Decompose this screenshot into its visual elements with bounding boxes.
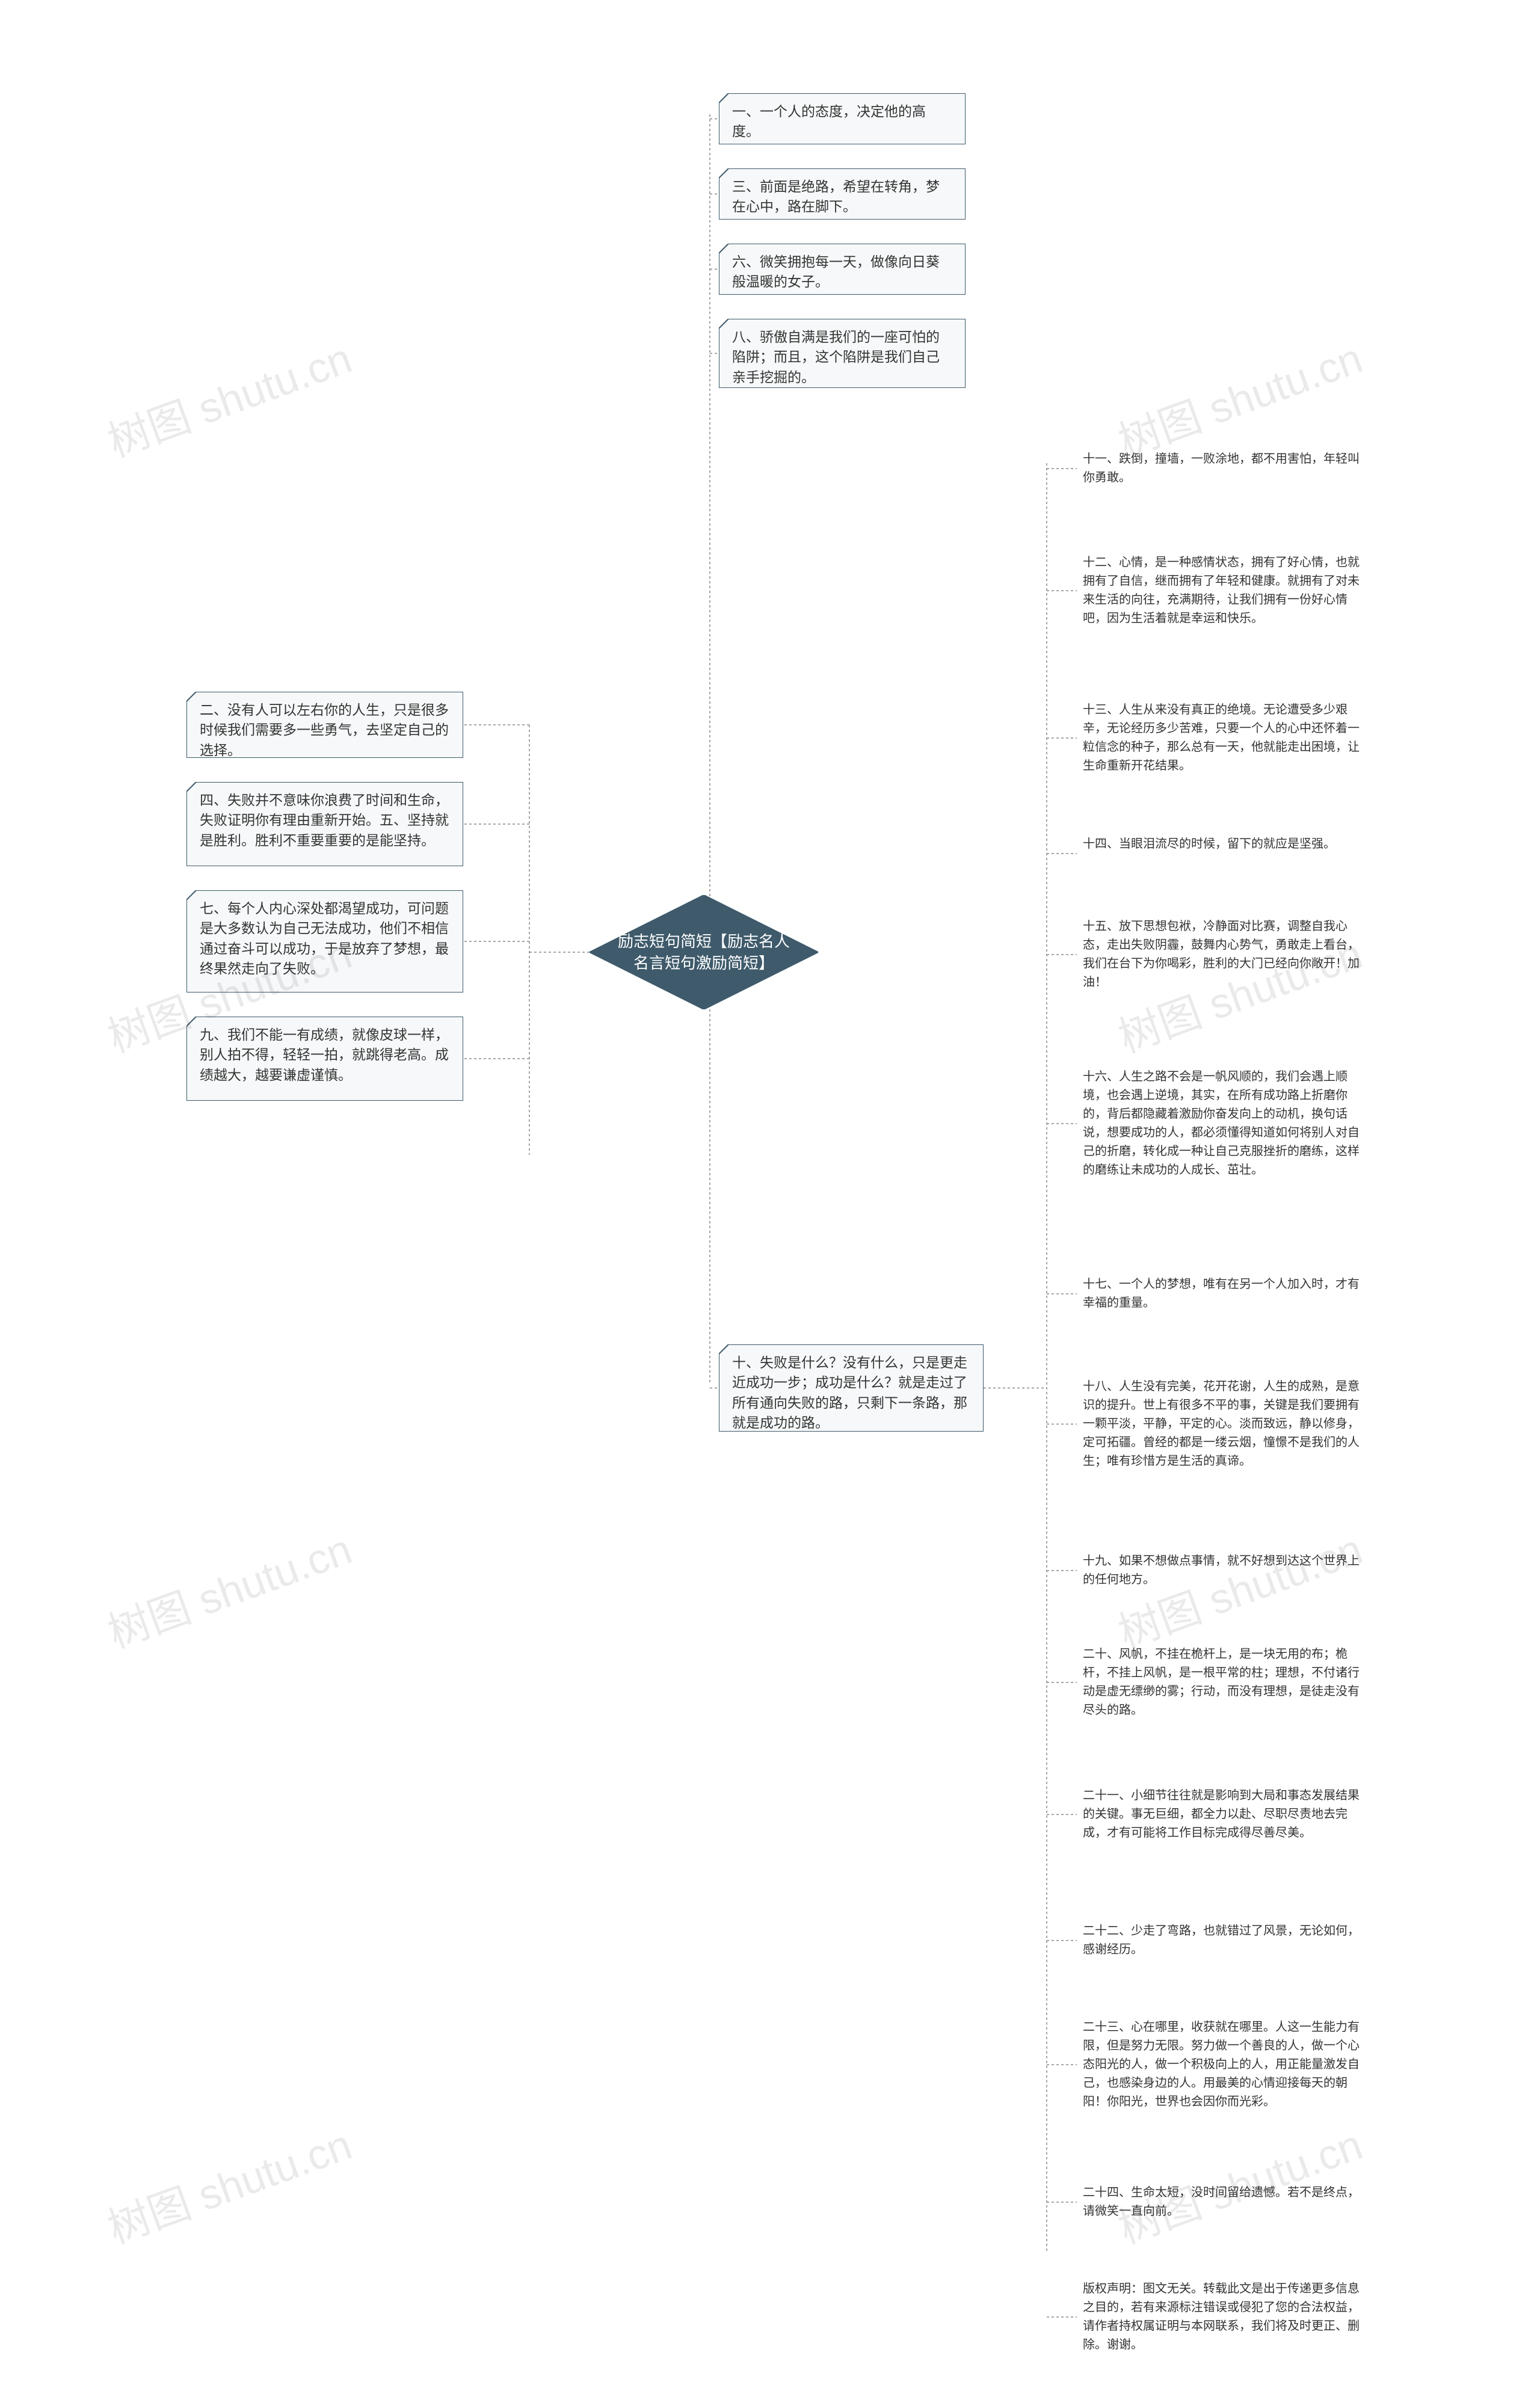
node-text: 二、没有人可以左右你的人生，只是很多时候我们需要多一些勇气，去坚定自己的选择。 (186, 692, 463, 769)
branch-node-l1[interactable]: 二、没有人可以左右你的人生，只是很多时候我们需要多一些勇气，去坚定自己的选择。 (186, 692, 463, 758)
watermark: 树图 shutu.cn (98, 1516, 359, 1660)
leaf-lf4: 十四、当眼泪流尽的时候，留下的就应是坚强。 (1083, 835, 1360, 854)
branch-node-l4[interactable]: 九、我们不能一有成绩，就像皮球一样，别人拍不得，轻轻一拍，就跳得老高。成绩越大，… (186, 1017, 463, 1101)
watermark: 树图 shutu.cn (1109, 325, 1369, 469)
branch-node-r5[interactable]: 十、失败是什么？没有什么，只是更走近成功一步；成功是什么？就是走过了所有通向失败… (719, 1344, 984, 1432)
leaf-lf15: 版权声明：图文无关。转载此文是出于传递更多信息之目的，若有来源标注错误或侵犯了您… (1083, 2280, 1360, 2354)
node-text: 六、微笑拥抱每一天，做像向日葵般温暖的女子。 (719, 244, 966, 301)
node-text: 九、我们不能一有成绩，就像皮球一样，别人拍不得，轻轻一拍，就跳得老高。成绩越大，… (186, 1017, 463, 1094)
branch-node-r4[interactable]: 八、骄傲自满是我们的一座可怕的陷阱；而且，这个陷阱是我们自己亲手挖掘的。 (719, 319, 966, 388)
leaf-lf9: 十九、如果不想做点事情，就不好想到达这个世界上的任何地方。 (1083, 1552, 1360, 1589)
leaf-lf10: 二十、风帆，不挂在桅杆上，是一块无用的布；桅杆，不挂上风帆，是一根平常的柱；理想… (1083, 1645, 1360, 1720)
mindmap-canvas: 励志短句简短【励志名人 名言短句激励简短】 二、没有人可以左右你的人生，只是很多… (0, 0, 1540, 2385)
leaf-lf12: 二十二、少走了弯路，也就错过了风景，无论如何，感谢经历。 (1083, 1922, 1360, 1959)
node-text: 十、失败是什么？没有什么，只是更走近成功一步；成功是什么？就是走过了所有通向失败… (719, 1344, 984, 1441)
leaf-lf5: 十五、放下思想包袱，冷静面对比赛，调整自我心态，走出失败阴霾，鼓舞内心势气，勇敢… (1083, 917, 1360, 992)
branch-node-l3[interactable]: 七、每个人内心深处都渴望成功，可问题是大多数认为自己无法成功，他们不相信通过奋斗… (186, 890, 463, 992)
node-text: 七、每个人内心深处都渴望成功，可问题是大多数认为自己无法成功，他们不相信通过奋斗… (186, 890, 463, 987)
leaf-lf2: 十二、心情，是一种感情状态，拥有了好心情，也就拥有了自信，继而拥有了年轻和健康。… (1083, 553, 1360, 628)
watermark: 树图 shutu.cn (98, 325, 359, 469)
center-node[interactable]: 励志短句简短【励志名人 名言短句激励简短】 (590, 895, 818, 1009)
branch-node-r2[interactable]: 三、前面是绝路，希望在转角，梦在心中，路在脚下。 (719, 168, 966, 220)
leaf-lf11: 二十一、小细节往往就是影响到大局和事态发展结果的关键。事无巨细，都全力以赴、尽职… (1083, 1786, 1360, 1842)
branch-node-r1[interactable]: 一、一个人的态度，决定他的高度。 (719, 93, 966, 144)
leaf-lf6: 十六、人生之路不会是一帆风顺的，我们会遇上顺境，也会遇上逆境，其实，在所有成功路… (1083, 1068, 1360, 1180)
node-text: 一、一个人的态度，决定他的高度。 (719, 93, 966, 150)
leaf-lf8: 十八、人生没有完美，花开花谢，人生的成熟，是意识的提升。世上有很多不平的事，关键… (1083, 1377, 1360, 1471)
node-text: 八、骄傲自满是我们的一座可怕的陷阱；而且，这个陷阱是我们自己亲手挖掘的。 (719, 319, 966, 396)
watermark: 树图 shutu.cn (98, 2111, 359, 2256)
leaf-lf1: 十一、跌倒，撞墙，一败涂地，都不用害怕，年轻叫你勇敢。 (1083, 450, 1360, 487)
center-label: 励志短句简短【励志名人 名言短句激励简短】 (594, 931, 814, 974)
leaf-lf14: 二十四、生命太短，没时间留给遗憾。若不是终点，请微笑一直向前。 (1083, 2183, 1360, 2221)
node-text: 四、失败并不意味你浪费了时间和生命，失败证明你有理由重新开始。五、坚持就是胜利。… (186, 782, 463, 859)
branch-node-l2[interactable]: 四、失败并不意味你浪费了时间和生命，失败证明你有理由重新开始。五、坚持就是胜利。… (186, 782, 463, 866)
leaf-lf13: 二十三、心在哪里，收获就在哪里。人这一生能力有限，但是努力无限。努力做一个善良的… (1083, 2018, 1360, 2111)
leaf-lf7: 十七、一个人的梦想，唯有在另一个人加入时，才有幸福的重量。 (1083, 1275, 1360, 1313)
branch-node-r3[interactable]: 六、微笑拥抱每一天，做像向日葵般温暖的女子。 (719, 244, 966, 295)
leaf-lf3: 十三、人生从来没有真正的绝境。无论遭受多少艰辛，无论经历多少苦难，只要一个人的心… (1083, 701, 1360, 775)
node-text: 三、前面是绝路，希望在转角，梦在心中，路在脚下。 (719, 168, 966, 226)
